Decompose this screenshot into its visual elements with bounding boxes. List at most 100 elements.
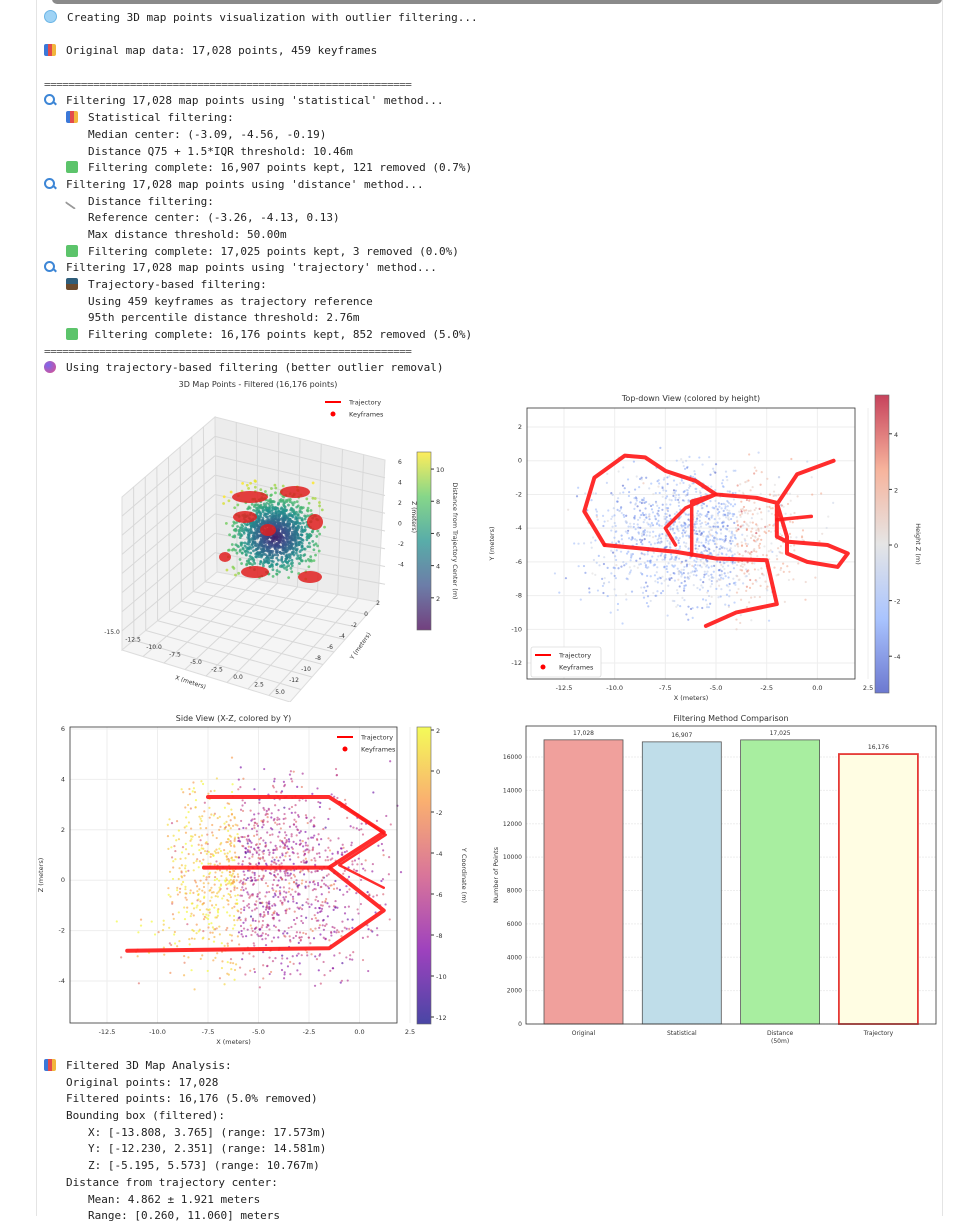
map-point [176, 945, 178, 947]
map-point [666, 571, 668, 573]
map-point [748, 573, 750, 575]
map-point [293, 869, 295, 871]
map-point [312, 881, 314, 883]
map-point [660, 577, 662, 579]
plot-frame [70, 727, 397, 1023]
map-point [181, 788, 183, 790]
map-point [738, 579, 740, 581]
map-point [313, 548, 316, 551]
map-point [280, 508, 283, 511]
map-point [339, 889, 341, 891]
map-point [286, 531, 289, 534]
map-point [287, 848, 289, 850]
map-point [185, 825, 187, 827]
map-point [295, 511, 298, 514]
map-point [344, 799, 346, 801]
map-point [754, 466, 756, 468]
map-point [329, 970, 331, 972]
map-point [657, 578, 659, 580]
map-point [747, 551, 749, 553]
map-point [292, 525, 295, 528]
y-axis-label: Z (meters) [37, 858, 45, 893]
y-tick-label: 2000 [507, 988, 522, 995]
map-point [185, 843, 187, 845]
output-log-top: Creating 3D map points visualization wit… [44, 10, 478, 377]
map-point [656, 571, 658, 573]
map-point [641, 543, 643, 545]
map-point [695, 561, 697, 563]
horizontal-scrollbar[interactable] [52, 0, 942, 4]
log-line: ========================================… [44, 344, 478, 361]
map-point [351, 860, 353, 862]
map-point [193, 869, 195, 871]
map-point [283, 539, 286, 542]
map-point [615, 530, 617, 532]
map-point [644, 507, 646, 509]
map-point [344, 870, 346, 872]
map-point [350, 825, 352, 827]
map-point [224, 853, 226, 855]
map-point [667, 614, 669, 616]
map-point [719, 579, 721, 581]
map-point [320, 982, 322, 984]
map-point [189, 793, 191, 795]
map-point [705, 541, 707, 543]
map-point [314, 907, 316, 909]
map-point [230, 968, 232, 970]
map-point [633, 497, 635, 499]
circle-icon [44, 10, 57, 23]
map-point [185, 848, 187, 850]
map-point [273, 874, 275, 876]
map-point [610, 518, 612, 520]
map-point [679, 605, 681, 607]
log-line: Filtering complete: 17,025 points kept, … [44, 244, 478, 261]
map-point [304, 849, 306, 851]
map-point [777, 574, 779, 576]
map-point [355, 892, 357, 894]
map-point [709, 500, 711, 502]
map-point [251, 871, 253, 873]
map-point [621, 622, 623, 624]
map-point [611, 526, 613, 528]
map-point [783, 571, 785, 573]
map-point [307, 565, 310, 568]
map-point [351, 863, 353, 865]
map-point [666, 565, 668, 567]
map-point [650, 505, 652, 507]
map-point [223, 895, 225, 897]
map-point [753, 502, 755, 504]
map-point [243, 878, 245, 880]
map-point [594, 574, 596, 576]
map-point [239, 919, 241, 921]
map-point [241, 863, 243, 865]
map-point [674, 513, 676, 515]
map-point [711, 565, 713, 567]
map-point [246, 905, 248, 907]
map-point [247, 893, 249, 895]
map-point [734, 553, 736, 555]
map-point [198, 844, 200, 846]
log-line: Trajectory-based filtering: [44, 277, 478, 294]
map-point [625, 593, 627, 595]
map-point [331, 793, 333, 795]
map-point [655, 492, 657, 494]
map-point [681, 561, 683, 563]
map-point [641, 552, 643, 554]
x-tick-label: Original [572, 1030, 596, 1037]
map-point [271, 914, 273, 916]
map-point [244, 973, 246, 975]
map-point [620, 566, 622, 568]
map-point [341, 930, 343, 932]
map-point [231, 874, 233, 876]
map-point [289, 774, 291, 776]
map-point [262, 932, 264, 934]
map-point [780, 567, 782, 569]
map-point [237, 788, 239, 790]
colorbar-tick-label: 8 [436, 498, 440, 506]
map-point [723, 510, 725, 512]
map-point [743, 572, 745, 574]
map-point [186, 899, 188, 901]
map-point [297, 853, 299, 855]
y-tick-label: -4 [339, 633, 345, 640]
map-point [790, 545, 792, 547]
